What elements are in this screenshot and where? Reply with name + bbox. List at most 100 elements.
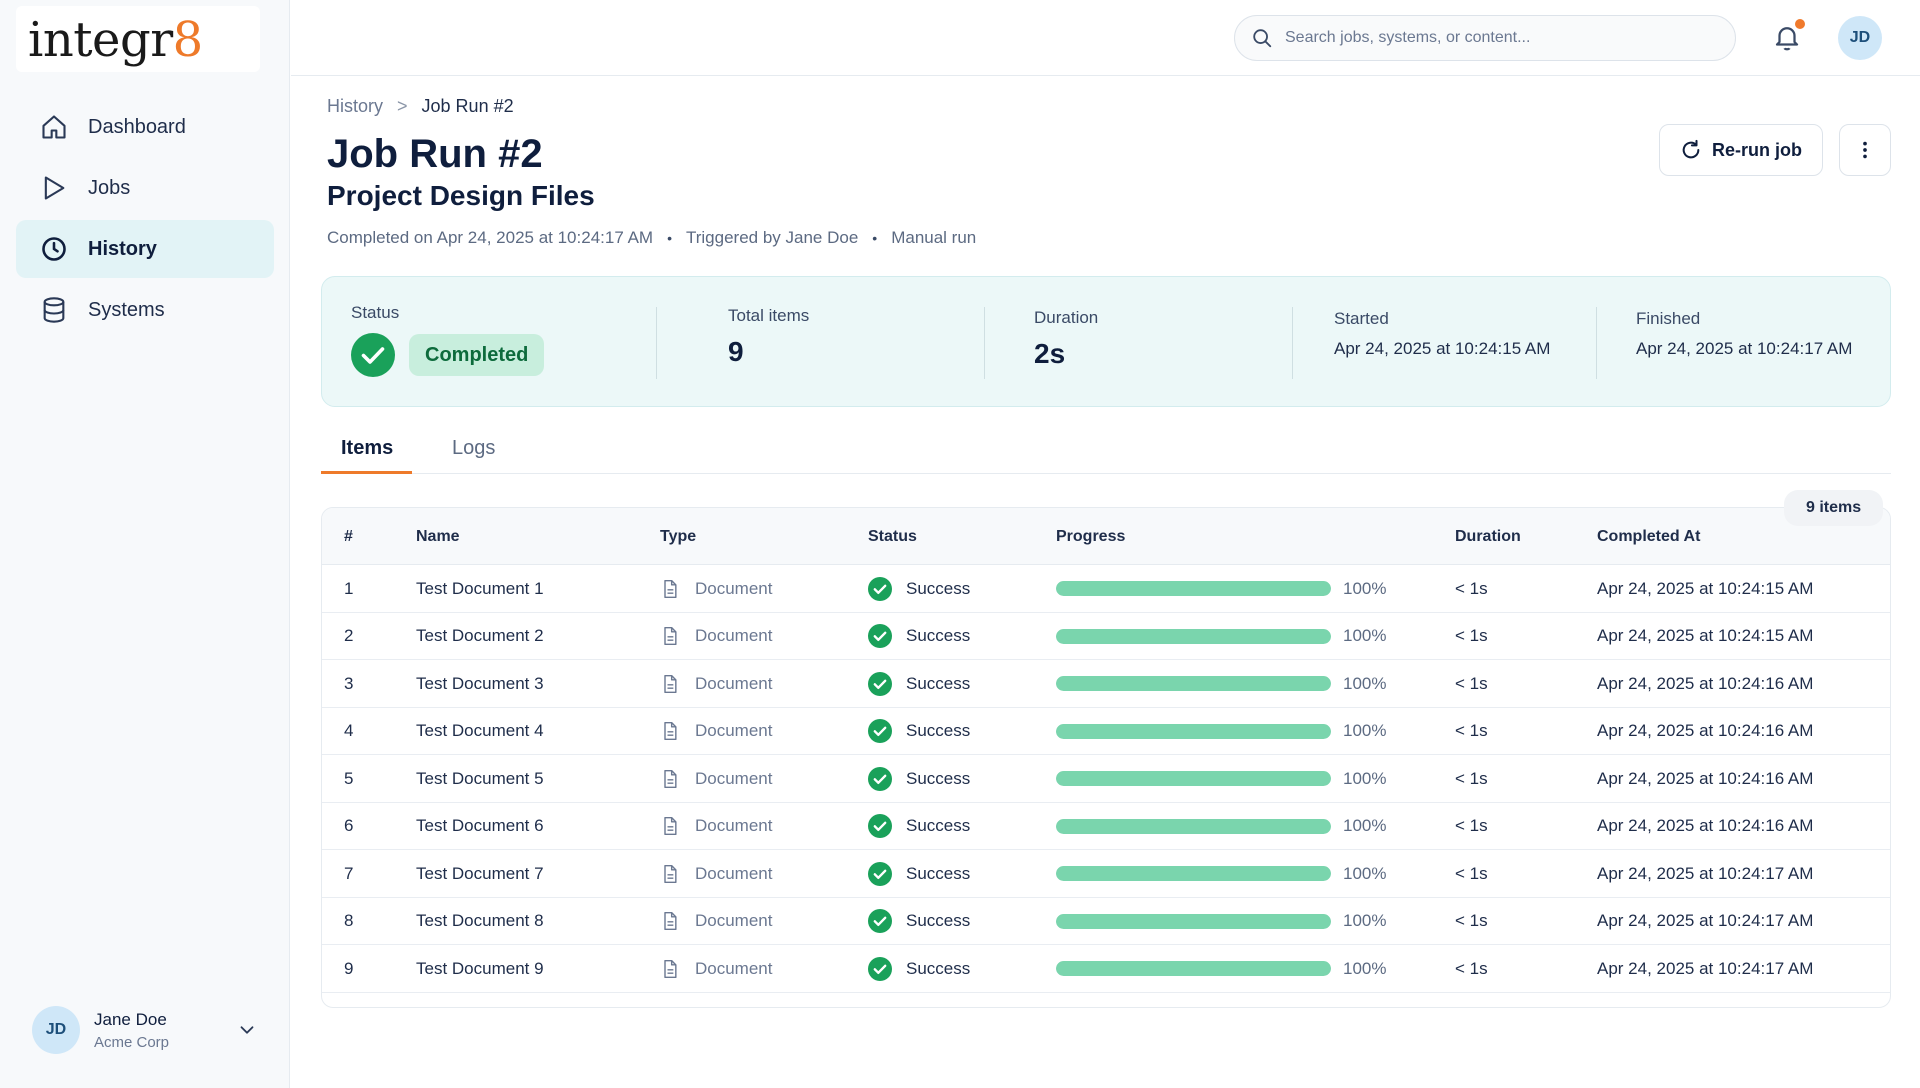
chevron-down-icon[interactable] bbox=[236, 1019, 258, 1041]
table-row[interactable]: 2 Test Document 2 Document Success 100% … bbox=[322, 613, 1890, 660]
more-vertical-icon bbox=[1863, 141, 1867, 159]
row-name[interactable]: Test Document 2 bbox=[416, 626, 544, 645]
th-type[interactable]: Type bbox=[660, 527, 697, 545]
nav-item-jobs[interactable]: Jobs bbox=[16, 159, 274, 217]
tab-logs[interactable]: Logs bbox=[452, 436, 496, 459]
row-name[interactable]: Test Document 7 bbox=[416, 863, 544, 883]
more-button[interactable] bbox=[1839, 124, 1891, 176]
nav-item-systems[interactable]: Systems bbox=[16, 281, 274, 339]
th-name[interactable]: Name bbox=[416, 527, 460, 545]
check-circle-icon bbox=[868, 576, 892, 601]
search-box[interactable] bbox=[1234, 15, 1736, 61]
divider bbox=[1596, 307, 1597, 379]
breadcrumb-parent[interactable]: History bbox=[327, 96, 384, 116]
bell-icon[interactable] bbox=[1772, 22, 1802, 52]
table-row[interactable]: 3 Test Document 3 Document Success 100% … bbox=[322, 660, 1890, 708]
row-type-label: Document bbox=[695, 816, 773, 835]
table-row[interactable]: 1 Test Document 1 Document Success 100% … bbox=[322, 565, 1890, 613]
summary-finished: Finished Apr 24, 2025 at 10:24:17 AM bbox=[1636, 309, 1852, 440]
row-status-label: Success bbox=[906, 721, 971, 740]
row-name[interactable]: Test Document 9 bbox=[416, 958, 544, 978]
tab-items[interactable]: Items bbox=[341, 436, 394, 459]
row-type-label: Document bbox=[695, 863, 773, 883]
avatar: JD bbox=[32, 1006, 80, 1054]
started-label: Started bbox=[1334, 309, 1389, 328]
progress-fill bbox=[1056, 818, 1331, 834]
row-name[interactable]: Test Document 4 bbox=[416, 721, 544, 740]
th-completed[interactable]: Completed At bbox=[1597, 527, 1701, 545]
th-index: # bbox=[344, 527, 353, 545]
row-type: Document bbox=[660, 898, 772, 945]
row-status-label: Success bbox=[906, 768, 971, 788]
table-row[interactable]: 6 Test Document 6 Document Success 100% … bbox=[322, 803, 1890, 850]
row-status: Success bbox=[868, 850, 970, 897]
run-summary: Status Completed Total items 9 Duration … bbox=[321, 276, 1891, 407]
top-avatar[interactable]: JD bbox=[1838, 16, 1882, 60]
nav-item-dashboard[interactable]: Dashboard bbox=[16, 98, 274, 156]
row-type-label: Document bbox=[695, 673, 773, 693]
row-type-label: Document bbox=[695, 721, 773, 740]
page-subtitle: Project Design Files bbox=[327, 180, 595, 211]
progress-fill bbox=[1056, 913, 1331, 929]
row-status: Success bbox=[868, 660, 970, 707]
row-name[interactable]: Test Document 5 bbox=[416, 768, 544, 788]
th-duration[interactable]: Duration bbox=[1455, 527, 1521, 545]
progress-bar bbox=[1056, 961, 1331, 976]
progress-fill bbox=[1056, 581, 1331, 596]
row-index: 5 bbox=[344, 768, 354, 788]
row-name[interactable]: Test Document 3 bbox=[416, 673, 544, 693]
logo[interactable]: integr8 bbox=[28, 12, 203, 68]
user-menu[interactable]: JD Jane Doe Acme Corp bbox=[32, 1002, 258, 1058]
progress-bar bbox=[1056, 676, 1331, 691]
nav-item-history[interactable]: History bbox=[16, 220, 274, 278]
row-status: Success bbox=[868, 708, 970, 755]
play-icon bbox=[44, 176, 65, 200]
progress-bar bbox=[1056, 818, 1331, 834]
table-row[interactable]: 9 Test Document 9 Document Success 100% … bbox=[322, 945, 1890, 993]
table-row[interactable]: 4 Test Document 4 Document Success 100% … bbox=[322, 708, 1890, 755]
check-circle-icon bbox=[868, 861, 892, 886]
th-progress[interactable]: Progress bbox=[1056, 527, 1126, 545]
nav-label: Jobs bbox=[88, 176, 131, 199]
progress-fill bbox=[1056, 628, 1331, 644]
table-row[interactable]: 7 Test Document 7 Document Success 100% … bbox=[322, 850, 1890, 898]
row-completed: Apr 24, 2025 at 10:24:17 AM bbox=[1597, 863, 1814, 883]
progress-fill bbox=[1056, 723, 1331, 739]
row-type: Document bbox=[660, 660, 772, 707]
nav-label: History bbox=[88, 237, 157, 260]
finished-label: Finished bbox=[1636, 309, 1701, 328]
progress-fill bbox=[1056, 961, 1331, 976]
row-name[interactable]: Test Document 8 bbox=[416, 911, 544, 930]
summary-status: Status Completed bbox=[351, 303, 545, 434]
logo-text: integr bbox=[28, 12, 173, 68]
items-table: # Name Type Status Progress Duration Com… bbox=[321, 507, 1891, 1008]
row-index: 7 bbox=[344, 863, 354, 883]
summary-duration: Duration 2s bbox=[1034, 308, 1098, 439]
table-row[interactable]: 5 Test Document 5 Document Success 100% … bbox=[322, 755, 1890, 803]
row-type-label: Document bbox=[695, 626, 773, 645]
row-duration: < 1s bbox=[1455, 958, 1488, 978]
divider bbox=[1292, 307, 1293, 379]
document-icon bbox=[664, 959, 677, 978]
row-type: Document bbox=[660, 803, 772, 850]
row-completed: Apr 24, 2025 at 10:24:15 AM bbox=[1597, 626, 1814, 645]
row-progress: 100% bbox=[1056, 803, 1386, 850]
meta-dot: • bbox=[667, 230, 672, 246]
search-input[interactable] bbox=[1285, 29, 1705, 47]
th-status[interactable]: Status bbox=[868, 527, 917, 545]
table-row[interactable]: 8 Test Document 8 Document Success 100% … bbox=[322, 898, 1890, 945]
progress-label: 100% bbox=[1343, 673, 1387, 693]
search-icon bbox=[1253, 29, 1272, 48]
rerun-button[interactable]: Re-run job bbox=[1659, 124, 1823, 176]
row-duration: < 1s bbox=[1455, 911, 1488, 930]
row-name[interactable]: Test Document 6 bbox=[416, 816, 544, 835]
document-icon bbox=[664, 579, 677, 598]
row-status-label: Success bbox=[906, 911, 971, 930]
progress-fill bbox=[1056, 771, 1331, 786]
row-completed: Apr 24, 2025 at 10:24:15 AM bbox=[1597, 578, 1814, 598]
started-value: Apr 24, 2025 at 10:24:15 AM bbox=[1334, 339, 1551, 358]
document-icon bbox=[664, 721, 677, 741]
row-completed: Apr 24, 2025 at 10:24:17 AM bbox=[1597, 911, 1814, 930]
row-name[interactable]: Test Document 1 bbox=[416, 578, 544, 598]
completed-on: Completed on Apr 24, 2025 at 10:24:17 AM bbox=[327, 228, 654, 247]
